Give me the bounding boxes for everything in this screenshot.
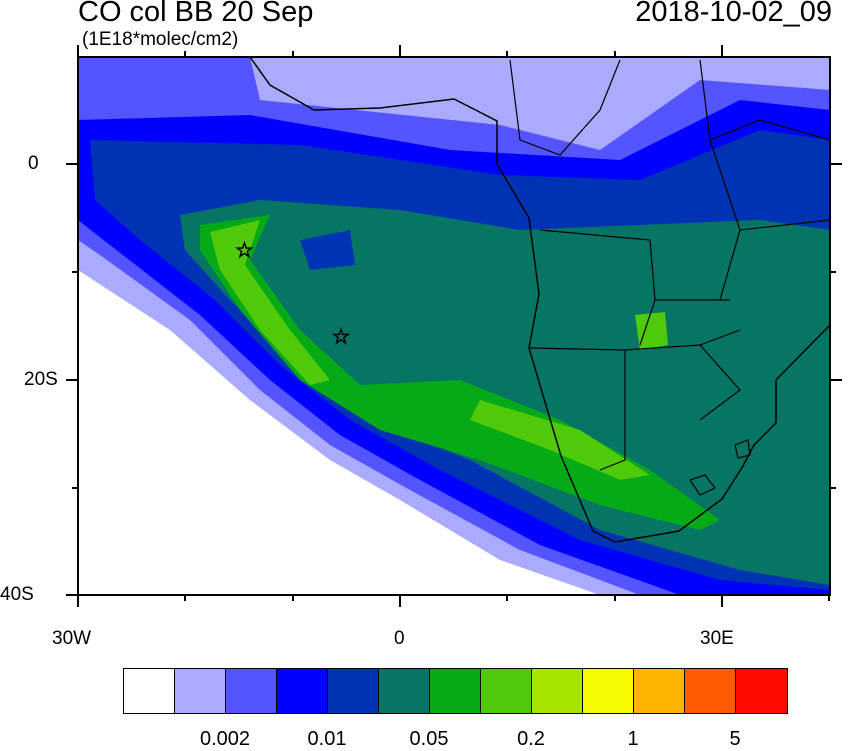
colorbar-box	[633, 668, 686, 714]
lake-coast	[689, 439, 751, 496]
markers	[235, 240, 351, 345]
colorbar-label: 0.05	[409, 728, 449, 750]
axis-ticks	[66, 45, 842, 607]
colorbar-label: 5	[729, 728, 741, 750]
colorbar-box	[429, 668, 482, 714]
units-label: (1E18*molec/cm2)	[82, 29, 239, 50]
timestamp: 2018-10-02_09	[635, 0, 832, 28]
map-frame	[77, 56, 831, 596]
lon-label-30e: 30E	[700, 628, 734, 649]
lon-label-0: 0	[394, 628, 405, 649]
country-borders	[509, 59, 830, 471]
colorbar-box	[276, 668, 329, 714]
colorbar-box	[582, 668, 635, 714]
colorbar-box	[735, 668, 788, 714]
colorbar-box	[378, 668, 431, 714]
co-field	[78, 57, 830, 595]
coastline	[249, 57, 830, 543]
lat-label-40s: 40S	[0, 584, 34, 605]
colorbar-box	[684, 668, 737, 714]
colorbar-box	[531, 668, 584, 714]
colorbar-box	[327, 668, 380, 714]
colorbar-label: 0.01	[307, 728, 347, 750]
lon-label-30w: 30W	[52, 628, 92, 649]
colorbar-box	[225, 668, 278, 714]
plot-title: CO col BB 20 Sep	[78, 0, 314, 28]
level-lightgreen	[210, 220, 668, 480]
colorbar-box	[174, 668, 227, 714]
colorbar-label: 0.002	[199, 728, 251, 750]
star-marker	[331, 326, 351, 345]
colorbar-box	[480, 668, 533, 714]
colorbar-label: 0.2	[517, 728, 545, 750]
colorbar-box	[123, 668, 176, 714]
level-darkblue-patch	[300, 230, 355, 270]
lat-label-0: 0	[28, 153, 39, 174]
colorbar-label: 1	[627, 728, 639, 750]
lat-label-20s: 20S	[24, 369, 58, 390]
star-marker	[235, 240, 254, 259]
